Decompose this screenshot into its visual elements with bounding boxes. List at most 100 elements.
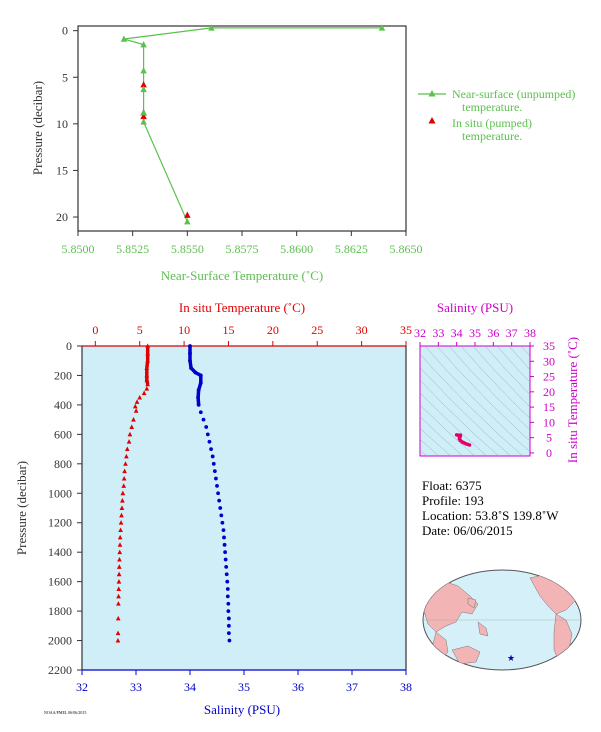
temperature-point	[129, 424, 135, 429]
temperature-tick-label: 30	[356, 323, 368, 337]
salinity-point	[218, 506, 223, 510]
temperature-point	[144, 372, 150, 378]
salinity-tick-label: 33	[130, 680, 142, 694]
profile-chart: 32 33 34 35 36 37 38 0 5 10 15 20 25 30 35 0 200 400 600…	[14, 300, 412, 717]
temperature-point	[119, 512, 124, 518]
near-surface-x-tick-label: 5.8550	[171, 242, 204, 256]
temperature-tick-label: 20	[267, 323, 279, 337]
near-surface-x-tick-label: 5.8650	[390, 242, 423, 256]
temperature-point	[116, 571, 122, 577]
temperature-point	[141, 390, 147, 396]
near-surface-legend: Near-surface (unpumped) temperature. In …	[418, 87, 575, 143]
pressure-tick-label: 1400	[48, 545, 72, 559]
pumped-temperature-point	[140, 81, 147, 88]
salinity-point	[188, 351, 192, 356]
density-contour	[524, 336, 601, 466]
density-contour	[448, 346, 530, 431]
near-surface-y-ticks: 0 5 10 15 20	[56, 24, 78, 224]
density-contour	[424, 346, 530, 453]
ts-temperature-tick-label: 0	[546, 446, 552, 460]
ts-salinity-ticks: 32 33 34 35 36 37 38	[414, 326, 536, 346]
near-surface-x-tick-label: 5.8500	[62, 242, 95, 256]
temperature-point	[118, 527, 123, 533]
near-surface-y-tick-label: 0	[62, 24, 68, 38]
ts-y-label: In situ Temperature (˚C)	[565, 337, 580, 463]
unpumped-temperature-point	[120, 35, 128, 42]
temperature-point	[144, 365, 150, 371]
near-surface-plot-area	[77, 25, 407, 232]
profile-pressure-ticks: 0 200 400 600 800 1000 1200 1400 1600 1800 2000 220…	[48, 339, 82, 677]
profile-salinity-ticks: 32 33 34 35 36 37 38	[76, 670, 412, 694]
salinity-point	[209, 447, 213, 451]
salinity-point	[221, 528, 226, 532]
salinity-point	[220, 520, 225, 525]
legend-marker-unpumped	[428, 90, 436, 97]
salinity-point	[211, 461, 216, 466]
salinity-tick-label: 34	[184, 680, 196, 694]
temperature-point	[124, 453, 129, 459]
salinity-point	[224, 572, 229, 577]
near-surface-y-label: Pressure (decibar)	[30, 81, 45, 175]
temperature-point	[116, 593, 121, 599]
temperature-point	[137, 394, 143, 400]
near-surface-x-tick-label: 5.8575	[226, 242, 259, 256]
profile-x2-label: In situ Temperature (˚C)	[179, 300, 305, 315]
density-contour	[420, 416, 463, 456]
temperature-point	[123, 461, 128, 466]
temperature-point	[127, 431, 133, 437]
density-contour	[420, 449, 427, 456]
salinity-point	[222, 542, 227, 547]
salinity-tick-label: 35	[238, 680, 250, 694]
profile-series	[115, 343, 232, 643]
salinity-point	[204, 425, 209, 429]
salinity-point	[226, 623, 231, 628]
temperature-point	[121, 483, 127, 488]
temperature-point	[117, 542, 123, 547]
density-contour	[420, 380, 499, 456]
temperature-tick-label: 0	[92, 323, 98, 337]
ts-salinity-tick-label: 34	[451, 326, 463, 340]
salinity-point	[227, 638, 232, 643]
temperature-point	[117, 556, 122, 562]
density-contour	[420, 367, 511, 456]
density-contour	[472, 346, 530, 408]
temperature-point	[132, 403, 138, 409]
ts-salinity-tick-label: 38	[524, 326, 536, 340]
salinity-point	[198, 373, 203, 378]
pressure-tick-label: 2200	[48, 663, 72, 677]
salinity-point	[201, 417, 206, 422]
profile-y-label: Pressure (decibar)	[14, 461, 29, 555]
world-map: ★	[422, 569, 582, 671]
profile-plot-area	[82, 346, 406, 670]
salinity-tick-label: 32	[76, 680, 88, 694]
temperature-tick-label: 10	[178, 323, 190, 337]
density-contour	[484, 346, 530, 396]
temperature-point	[116, 601, 121, 606]
density-contour	[460, 346, 530, 419]
salinity-point	[210, 454, 215, 459]
pressure-tick-label: 400	[54, 398, 72, 412]
temperature-point	[120, 498, 125, 503]
salinity-point	[219, 513, 224, 518]
salinity-point	[198, 380, 203, 385]
pressure-tick-label: 1000	[48, 486, 72, 500]
pumped-temperature-point	[184, 211, 191, 218]
legend-marker-pumped	[428, 117, 436, 124]
float-location-marker: ★	[507, 654, 515, 664]
pressure-tick-label: 200	[54, 368, 72, 382]
density-contour	[420, 392, 487, 456]
temperature-point	[116, 586, 122, 591]
temperature-point	[118, 520, 124, 525]
temperature-point	[117, 534, 123, 540]
salinity-point	[223, 550, 228, 555]
pressure-tick-label: 0	[66, 339, 72, 353]
near-surface-x-tick-label: 5.8625	[335, 242, 368, 256]
pressure-tick-label: 1600	[48, 575, 72, 589]
salinity-point	[198, 410, 203, 415]
near-surface-x-ticks: 5.8500 5.8525 5.8550 5.8575 5.8600 5.8625 5.86…	[62, 231, 423, 256]
density-contour	[520, 346, 530, 357]
ts-temperature-tick-label: 5	[546, 431, 552, 445]
legend-label-pumped-cont: temperature.	[462, 129, 522, 143]
ts-plot-area	[419, 345, 531, 457]
